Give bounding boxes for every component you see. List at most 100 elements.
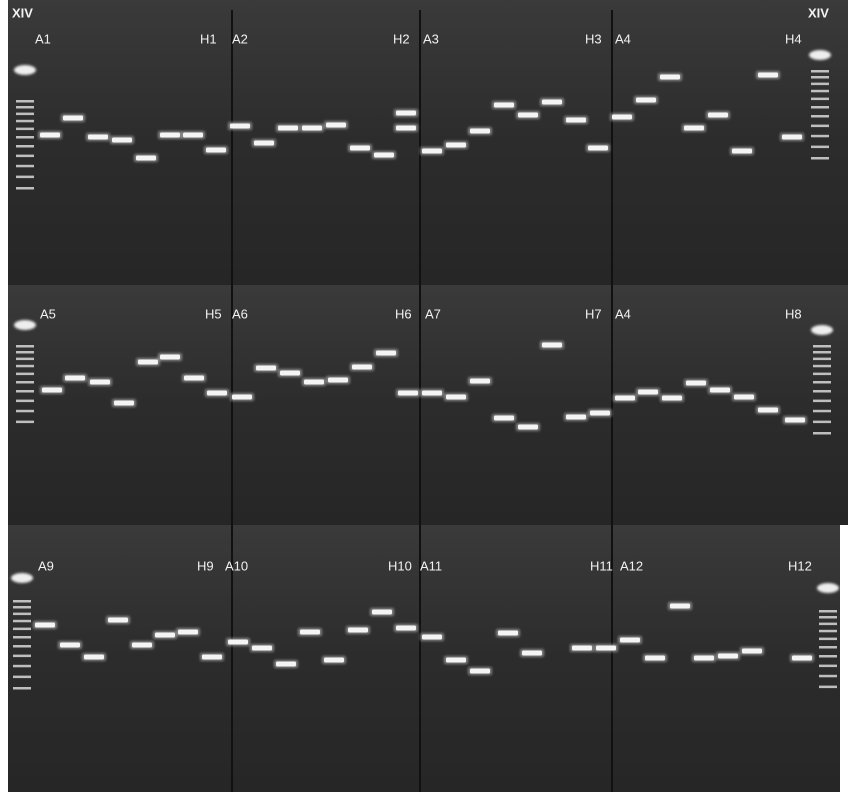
ladder-band bbox=[819, 638, 837, 641]
ladder-band bbox=[16, 410, 34, 413]
dna-band bbox=[470, 379, 490, 384]
page: XIV XIV A1H1A2H2A3H3A4H4A5H5A6H6A7H7A4H8… bbox=[0, 0, 856, 792]
ladder-band bbox=[819, 616, 837, 619]
dna-band bbox=[398, 391, 418, 396]
dna-band bbox=[206, 148, 226, 153]
dna-band bbox=[662, 396, 682, 401]
dna-band bbox=[422, 391, 442, 396]
dna-band bbox=[590, 411, 610, 416]
dna-band bbox=[84, 655, 104, 660]
dna-band bbox=[230, 124, 250, 129]
dna-band bbox=[732, 149, 752, 154]
dna-band bbox=[636, 98, 656, 103]
dna-band bbox=[742, 649, 762, 654]
ladder-well bbox=[817, 583, 839, 593]
dna-band bbox=[670, 604, 690, 609]
ladder-band bbox=[16, 106, 34, 109]
ladder-band bbox=[16, 145, 34, 148]
dna-band bbox=[446, 395, 466, 400]
ladder-band bbox=[16, 165, 34, 168]
dna-band bbox=[572, 646, 592, 651]
dna-band bbox=[686, 381, 706, 386]
dna-band bbox=[708, 113, 728, 118]
ladder-band bbox=[16, 381, 34, 384]
dna-band bbox=[376, 351, 396, 356]
dna-band bbox=[256, 366, 276, 371]
lane-label: H4 bbox=[785, 31, 802, 46]
dna-band bbox=[638, 390, 658, 395]
ladder-band bbox=[16, 128, 34, 131]
dna-band bbox=[566, 415, 586, 420]
dna-band bbox=[40, 133, 60, 138]
dna-band bbox=[178, 630, 198, 635]
dna-band bbox=[35, 623, 55, 628]
ladder-band bbox=[811, 70, 829, 73]
ladder-band bbox=[16, 373, 34, 376]
dna-band bbox=[326, 123, 346, 128]
ladder-band bbox=[16, 365, 34, 368]
dna-band bbox=[88, 135, 108, 140]
dna-band bbox=[734, 395, 754, 400]
ladder-band bbox=[13, 687, 31, 690]
ladder-band bbox=[13, 665, 31, 668]
ladder-band bbox=[811, 90, 829, 93]
dna-band bbox=[542, 100, 562, 105]
lane-label: A10 bbox=[225, 558, 248, 573]
ladder-band bbox=[811, 157, 829, 160]
lane-label: H8 bbox=[785, 306, 802, 321]
dna-band bbox=[612, 115, 632, 120]
lane-label: H1 bbox=[200, 31, 217, 46]
lane-label: H7 bbox=[585, 306, 602, 321]
ladder-band bbox=[813, 373, 831, 376]
dna-band bbox=[396, 126, 416, 131]
dna-band bbox=[328, 378, 348, 383]
dna-band bbox=[782, 135, 802, 140]
lane-label: A4 bbox=[615, 306, 631, 321]
ladder-band bbox=[811, 135, 829, 138]
ladder-band bbox=[16, 176, 34, 179]
ladder-band bbox=[813, 365, 831, 368]
ladder-band bbox=[16, 113, 34, 116]
dna-band bbox=[718, 654, 738, 659]
dna-band bbox=[278, 126, 298, 131]
ladder-band bbox=[811, 146, 829, 149]
ladder-well bbox=[809, 50, 831, 60]
dna-band bbox=[348, 628, 368, 633]
dna-band bbox=[374, 153, 394, 158]
ladder-band bbox=[811, 125, 829, 128]
ladder-band bbox=[813, 421, 831, 424]
dna-band bbox=[63, 116, 83, 121]
gel-number: XIV bbox=[12, 5, 33, 20]
dna-band bbox=[202, 655, 222, 660]
ladder-band bbox=[16, 390, 34, 393]
dna-band bbox=[90, 380, 110, 385]
ladder-band bbox=[16, 120, 34, 123]
ladder-band bbox=[13, 628, 31, 631]
lane-label: A12 bbox=[620, 558, 643, 573]
dna-band bbox=[660, 75, 680, 80]
ladder-band bbox=[16, 358, 34, 361]
dna-band bbox=[615, 396, 635, 401]
ladder-band bbox=[811, 76, 829, 79]
dna-band bbox=[300, 630, 320, 635]
dna-band bbox=[60, 643, 80, 648]
dna-band bbox=[184, 376, 204, 381]
ladder-band bbox=[811, 106, 829, 109]
ladder-band bbox=[16, 187, 34, 190]
dna-band bbox=[132, 643, 152, 648]
dna-band bbox=[498, 631, 518, 636]
dna-band bbox=[254, 141, 274, 146]
dna-band bbox=[710, 388, 730, 393]
ladder-band bbox=[819, 646, 837, 649]
ladder-band bbox=[811, 115, 829, 118]
dna-band bbox=[302, 126, 322, 131]
lane-label: H10 bbox=[388, 558, 412, 573]
ladder-band bbox=[813, 390, 831, 393]
ladder-band bbox=[16, 351, 34, 354]
dna-band bbox=[588, 146, 608, 151]
dna-band bbox=[396, 111, 416, 116]
ladder-band bbox=[16, 421, 34, 424]
ladder-band bbox=[13, 620, 31, 623]
dna-band bbox=[232, 395, 252, 400]
dna-band bbox=[494, 103, 514, 108]
